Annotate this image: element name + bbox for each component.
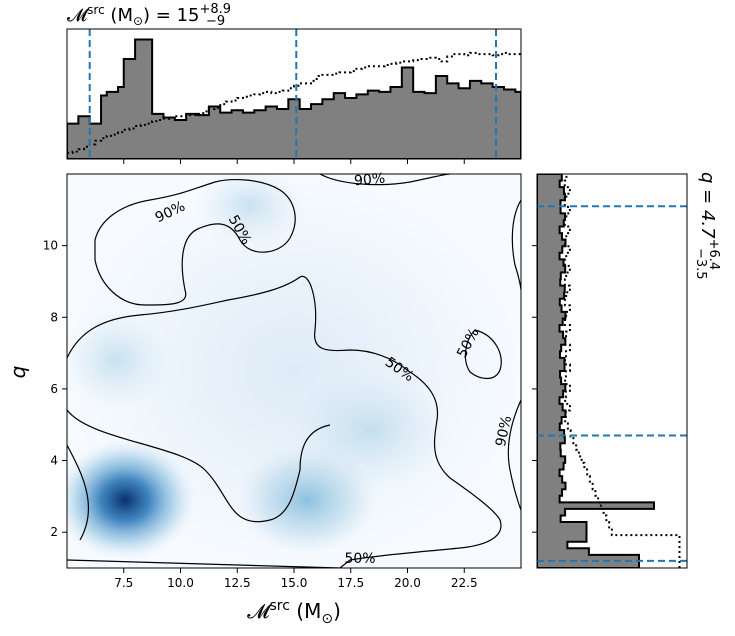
top-marginal-panel: 𝓜src (M⊙) = 15+8.9 −9	[66, 2, 522, 164]
joint-panel: 90% 50% 90% 50% 50% 50% 90% 7.5 10.0 12.5 1…	[6, 171, 522, 627]
contour-50-lower-left	[67, 444, 341, 568]
x-tick-label: 22.5	[451, 576, 478, 590]
y-tick-label: 10	[43, 239, 58, 253]
x-axis-label: 𝓜src (M⊙)	[247, 598, 341, 627]
x-tick-label: 12.5	[224, 576, 251, 590]
x-tick-label: 15.0	[281, 576, 308, 590]
y-tick-label: 2	[50, 525, 58, 539]
y-tick-label: 6	[50, 382, 58, 396]
x-axis-ticks: 7.5 10.0 12.5 15.0 17.5 20.0 22.5	[114, 568, 478, 590]
contour-50-outer	[67, 275, 502, 568]
y-tick-label: 4	[50, 454, 58, 468]
y-axis-label: q	[6, 366, 30, 379]
contour-label: 50%	[344, 551, 375, 567]
right-marginal-panel: q = 4.7+6.4−3.5	[532, 172, 721, 569]
right-y-ticks	[532, 245, 537, 533]
density-peak-fourth	[67, 310, 170, 410]
right-title: q = 4.7+6.4−3.5	[693, 172, 721, 280]
contour-90-right-lower	[507, 399, 521, 511]
density-peak-third	[290, 370, 450, 490]
top-x-ticks	[123, 159, 465, 164]
y-axis-ticks: 2 4 6 8 10	[43, 239, 67, 539]
x-tick-label: 20.0	[394, 576, 421, 590]
y-tick-label: 8	[50, 310, 58, 324]
contour-50-inner	[67, 409, 331, 523]
density-peak-main	[67, 440, 195, 560]
contour-label: 90%	[353, 171, 385, 190]
contour-50-right-island	[464, 329, 502, 380]
x-tick-label: 17.5	[337, 576, 364, 590]
x-tick-label: 7.5	[114, 576, 133, 590]
contour-label: 90%	[493, 414, 515, 448]
right-axes-frame	[536, 173, 688, 569]
x-tick-label: 10.0	[167, 576, 194, 590]
contour-90-top	[319, 174, 451, 186]
density-peak-fifth	[195, 174, 305, 245]
top-title: 𝓜src (M⊙) = 15+8.9 −9	[67, 2, 231, 29]
top-prior-histogram	[67, 51, 521, 154]
contour-90-top-left	[94, 179, 296, 306]
